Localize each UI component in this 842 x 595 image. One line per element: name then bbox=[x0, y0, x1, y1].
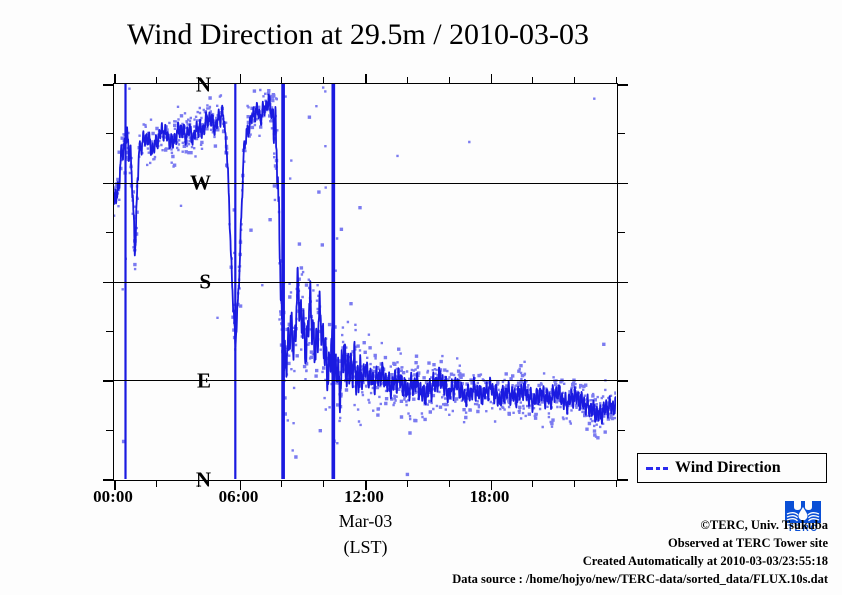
footer-credits: ©TERC, Univ. Tsukuba Observed at TERC To… bbox=[452, 516, 828, 589]
footer-line-copyright: ©TERC, Univ. Tsukuba bbox=[700, 517, 828, 532]
y-axis-label-4: N bbox=[195, 467, 211, 491]
x-axis-title: Mar-03 (LST) bbox=[113, 508, 618, 560]
y-axis-tick bbox=[103, 84, 114, 86]
x-axis-tick bbox=[239, 480, 242, 490]
y-axis-tick bbox=[103, 182, 114, 185]
x-axis-tick bbox=[281, 480, 283, 487]
x-axis-tick bbox=[365, 480, 367, 490]
footer-line-created: Created Automatically at 2010-03-03/23:5… bbox=[582, 553, 828, 568]
x-axis-tick bbox=[574, 480, 576, 487]
x-axis-tick-top bbox=[490, 74, 493, 84]
wind-direction-line-icon bbox=[646, 463, 668, 473]
y-axis-tick bbox=[106, 330, 114, 332]
x-axis-tick-top bbox=[365, 74, 367, 84]
page-title: Wind Direction at 29.5m / 2010-03-03 bbox=[126, 18, 590, 51]
mean-line-path bbox=[114, 93, 616, 425]
x-axis-label-1: 06:00 bbox=[218, 487, 259, 506]
x-axis-tick bbox=[532, 480, 534, 487]
legend-label: Wind Direction bbox=[675, 459, 781, 476]
y-axis-label-0: N bbox=[195, 72, 211, 96]
y-axis-tick-right bbox=[617, 479, 628, 481]
y-axis-label-3: E bbox=[196, 368, 211, 393]
x-axis-tick bbox=[448, 480, 450, 487]
y-axis-tick-right bbox=[617, 281, 628, 284]
x-axis-title-line2: (LST) bbox=[343, 537, 388, 558]
x-axis-title-line1: Mar-03 bbox=[338, 511, 393, 531]
y-axis-tick-right bbox=[617, 182, 628, 185]
x-axis-tick bbox=[616, 480, 617, 487]
x-axis-tick-top bbox=[239, 74, 242, 84]
y-axis-tick-right bbox=[617, 84, 628, 86]
y-axis-tick bbox=[106, 133, 114, 135]
x-axis-tick bbox=[197, 480, 199, 487]
y-axis-tick bbox=[103, 281, 114, 284]
y-axis-tick bbox=[106, 232, 114, 234]
y-axis-tick-right bbox=[617, 380, 628, 382]
y-axis-tick-right bbox=[617, 330, 625, 332]
legend-box: Wind Direction bbox=[637, 453, 827, 483]
terc-logo-icon: TERC bbox=[785, 501, 821, 532]
gridline-horizontal bbox=[114, 182, 617, 184]
y-axis-label-2: S bbox=[199, 269, 211, 294]
x-axis-tick-top bbox=[114, 74, 116, 84]
x-axis-tick bbox=[490, 480, 493, 490]
x-axis-tick bbox=[155, 480, 157, 487]
x-axis-label-3: 18:00 bbox=[469, 487, 510, 506]
x-axis-tick bbox=[323, 480, 325, 487]
gridline-horizontal bbox=[114, 380, 617, 382]
footer-line-site: Observed at TERC Tower site bbox=[668, 535, 828, 550]
x-axis-tick-top bbox=[616, 77, 617, 84]
x-axis-tick-top bbox=[155, 77, 157, 84]
x-axis-tick bbox=[114, 480, 116, 490]
x-axis-label-0: 00:00 bbox=[93, 487, 133, 506]
gridline-horizontal bbox=[114, 281, 617, 283]
x-axis-tick-top bbox=[448, 77, 450, 84]
y-axis-tick bbox=[103, 380, 114, 382]
terc-logo-text: TERC bbox=[788, 523, 819, 532]
y-axis-tick bbox=[103, 479, 114, 481]
y-axis-label-1: W bbox=[190, 170, 211, 195]
x-axis-tick-top bbox=[197, 77, 199, 84]
plot-area bbox=[103, 74, 628, 490]
x-axis-tick-top bbox=[323, 77, 325, 84]
y-axis-tick-right bbox=[617, 133, 625, 135]
x-axis-tick-top bbox=[406, 77, 408, 84]
x-axis-tick-top bbox=[532, 77, 534, 84]
y-axis-tick-right bbox=[617, 232, 625, 234]
y-axis-tick-right bbox=[617, 429, 625, 431]
x-axis-tick-top bbox=[281, 77, 283, 84]
x-axis-tick-top bbox=[574, 77, 576, 84]
x-axis-label-2: 12:00 bbox=[344, 487, 384, 506]
y-axis-tick bbox=[106, 429, 114, 431]
footer-line-datasource: Data source : /home/hojyo/new/TERC-data/… bbox=[452, 571, 828, 586]
x-axis-tick bbox=[406, 480, 408, 487]
